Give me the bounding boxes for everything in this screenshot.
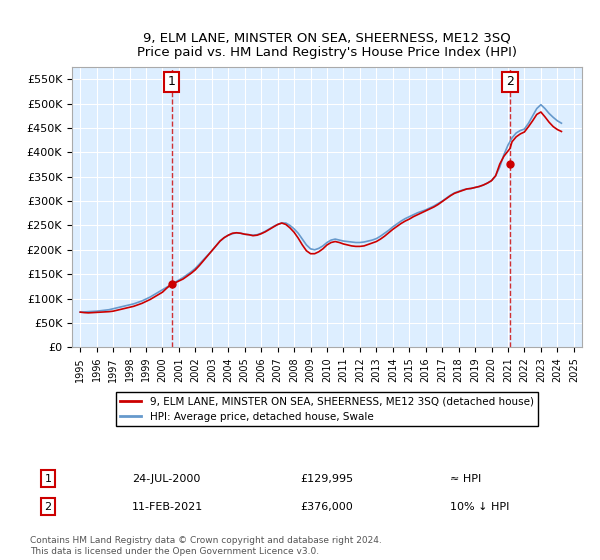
Text: £129,995: £129,995 (300, 474, 353, 484)
Text: 1: 1 (44, 474, 52, 484)
Legend: 9, ELM LANE, MINSTER ON SEA, SHEERNESS, ME12 3SQ (detached house), HPI: Average : 9, ELM LANE, MINSTER ON SEA, SHEERNESS, … (116, 393, 538, 426)
Text: 2: 2 (506, 75, 514, 88)
Text: Contains HM Land Registry data © Crown copyright and database right 2024.
This d: Contains HM Land Registry data © Crown c… (30, 536, 382, 556)
Text: £376,000: £376,000 (300, 502, 353, 512)
Title: 9, ELM LANE, MINSTER ON SEA, SHEERNESS, ME12 3SQ
Price paid vs. HM Land Registry: 9, ELM LANE, MINSTER ON SEA, SHEERNESS, … (137, 31, 517, 59)
Text: 11-FEB-2021: 11-FEB-2021 (132, 502, 203, 512)
Text: 10% ↓ HPI: 10% ↓ HPI (450, 502, 509, 512)
Text: 24-JUL-2000: 24-JUL-2000 (132, 474, 200, 484)
Text: 1: 1 (168, 75, 176, 88)
Text: ≈ HPI: ≈ HPI (450, 474, 481, 484)
Text: 2: 2 (44, 502, 52, 512)
